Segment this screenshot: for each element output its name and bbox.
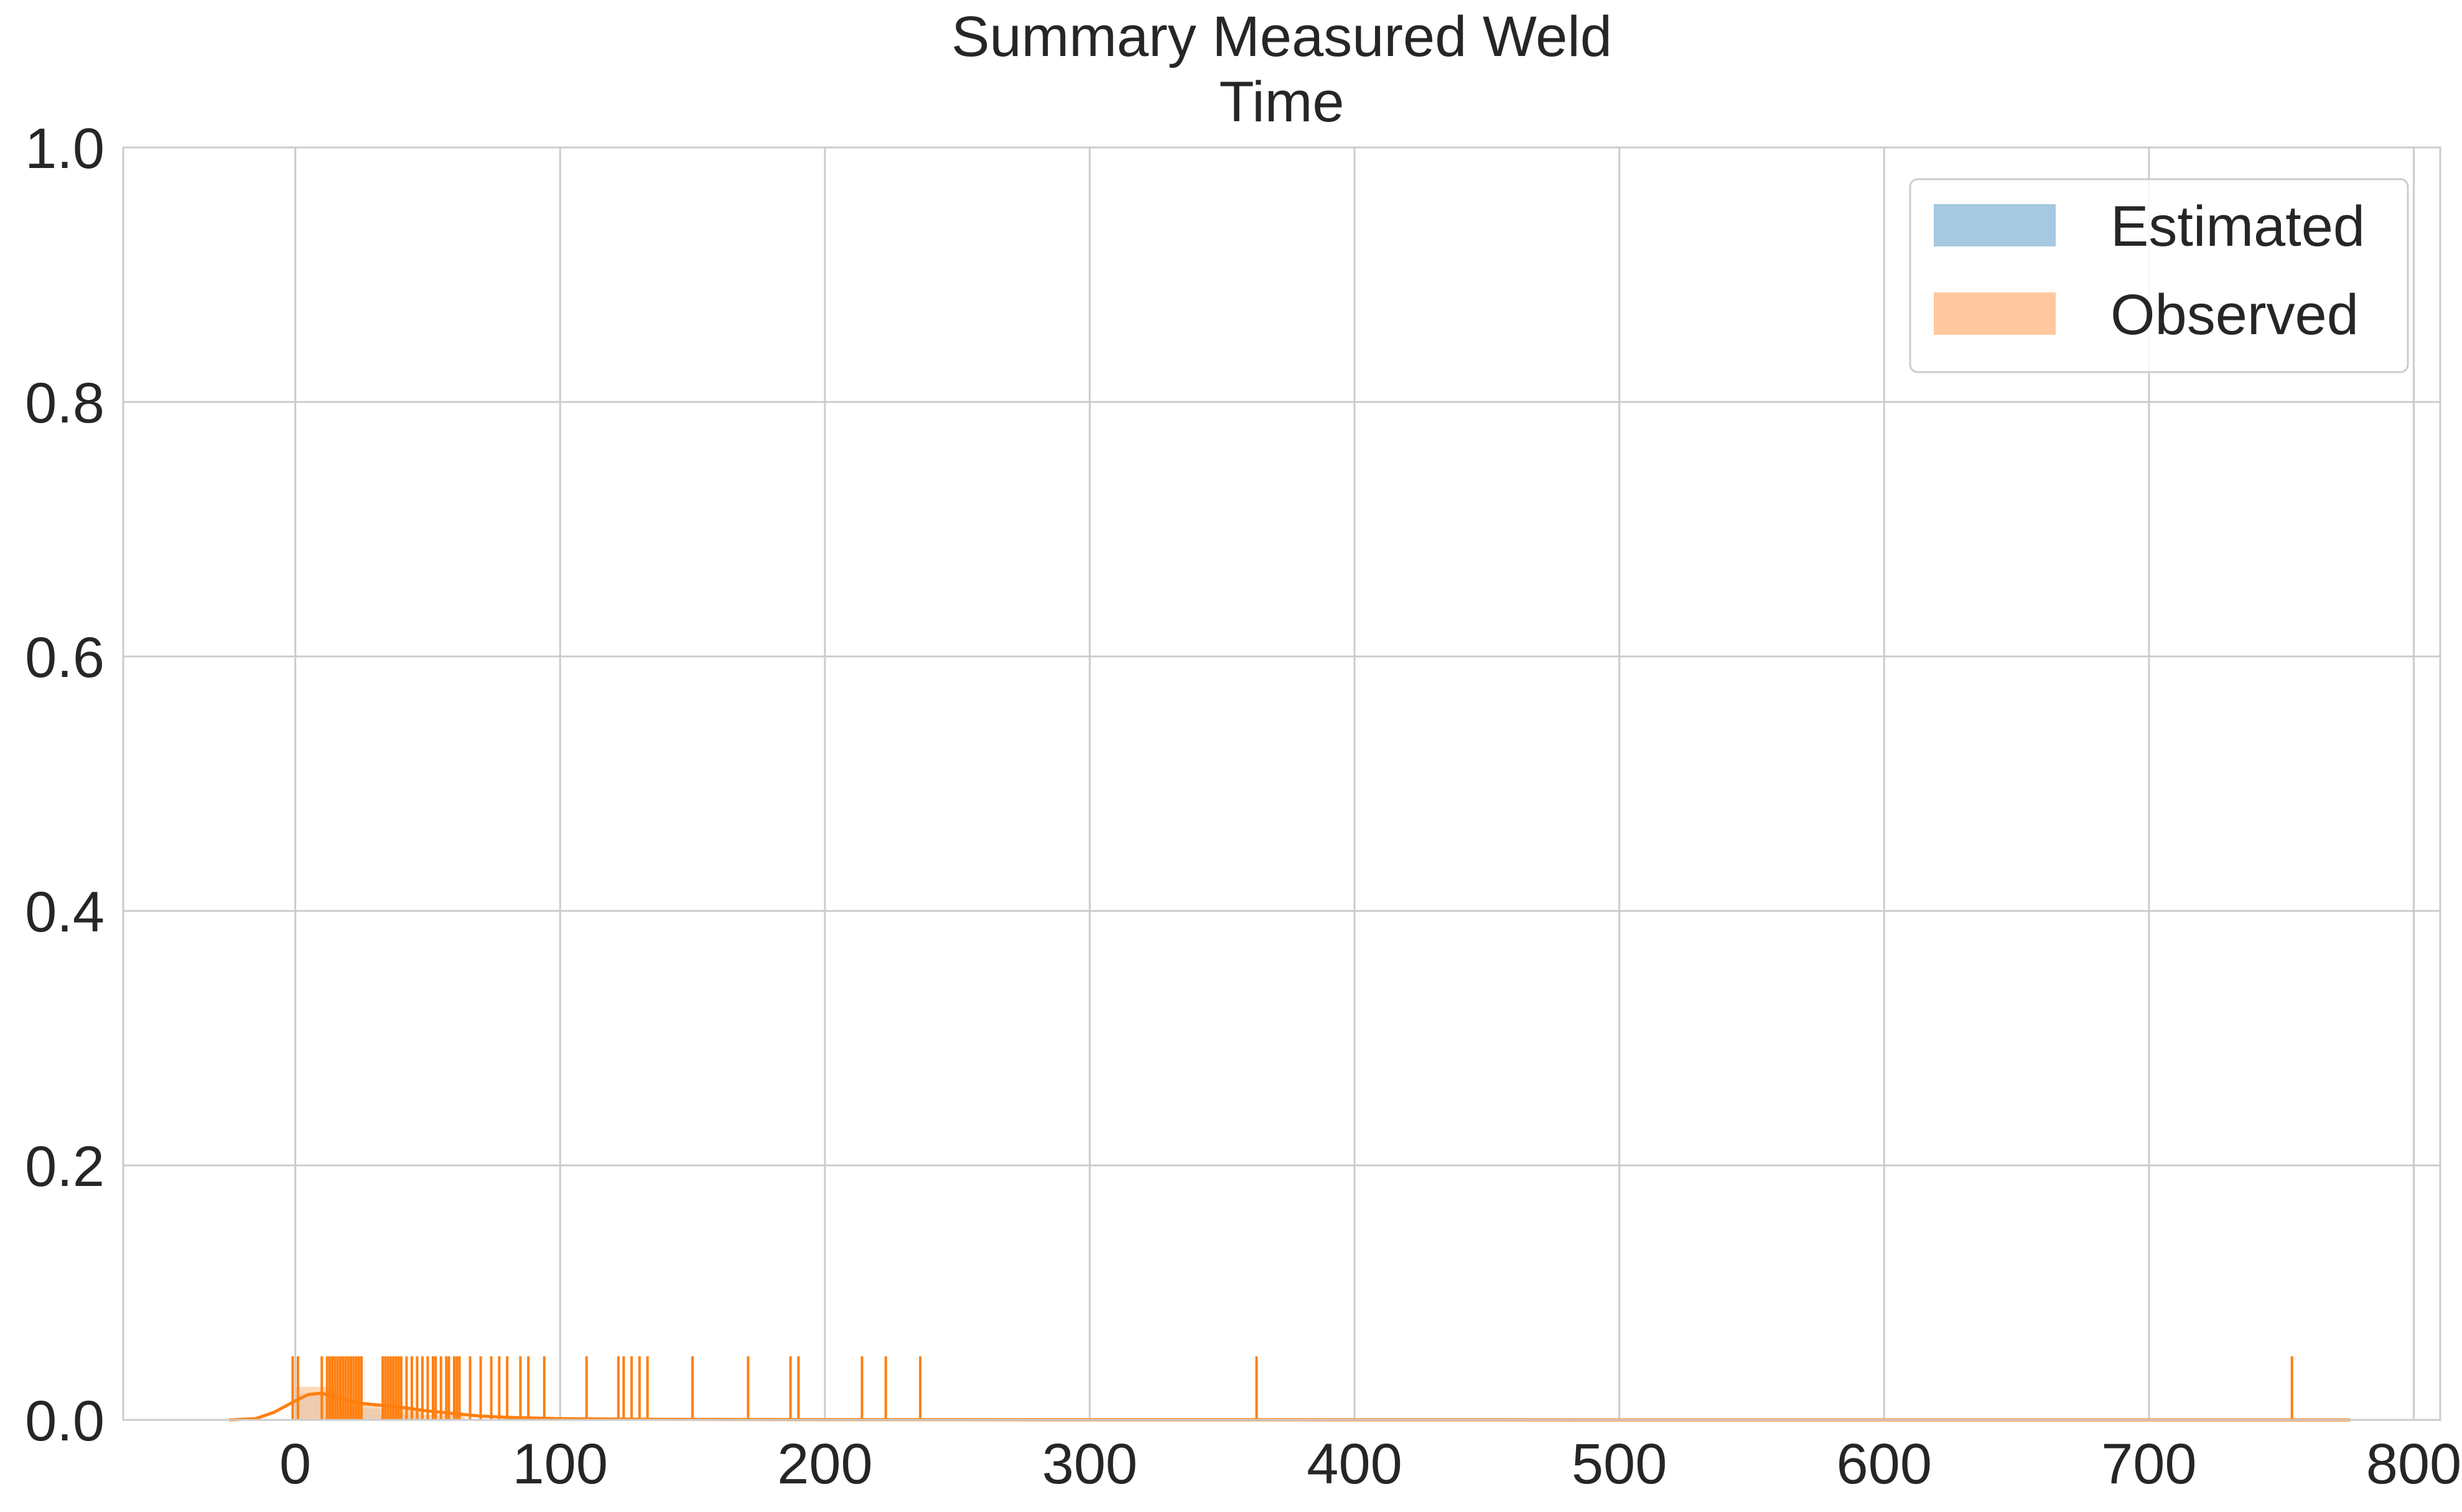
- x-tick-label-3: 300: [1042, 1432, 1138, 1496]
- legend-label-estimated: Estimated: [2110, 195, 2365, 258]
- hist-bar-observed-3: [422, 1414, 465, 1420]
- chart-title-line-1: Summary Measured Weld: [951, 5, 1612, 68]
- y-axis-tick-labels: 0.0 0.2 0.4 0.6 0.8 1.0: [25, 117, 105, 1453]
- y-tick-label-4: 0.8: [25, 371, 105, 435]
- grid-lines: [123, 147, 2440, 1420]
- x-tick-label-5: 500: [1572, 1432, 1667, 1496]
- x-tick-label-0: 0: [279, 1432, 311, 1496]
- x-tick-label-2: 200: [777, 1432, 873, 1496]
- y-tick-label-0: 0.0: [25, 1389, 105, 1453]
- x-tick-label-8: 800: [2366, 1432, 2462, 1496]
- chart-title-line-2: Time: [1219, 70, 1344, 134]
- y-tick-label-5: 1.0: [25, 117, 105, 180]
- legend-swatch-observed: [1934, 292, 2056, 335]
- y-tick-label-3: 0.6: [25, 626, 105, 689]
- x-tick-label-7: 700: [2101, 1432, 2197, 1496]
- legend-label-observed: Observed: [2110, 283, 2359, 347]
- x-axis-tick-labels: 0 100 200 300 400 500 600 700 800: [279, 1432, 2461, 1496]
- legend-swatch-estimated: [1934, 204, 2056, 246]
- rug-marks: [291, 1356, 2293, 1420]
- y-tick-label-1: 0.2: [25, 1135, 105, 1198]
- legend: Estimated Observed: [1909, 178, 2409, 373]
- y-tick-label-2: 0.4: [25, 880, 105, 944]
- x-tick-label-6: 600: [1836, 1432, 1932, 1496]
- x-tick-label-1: 100: [512, 1432, 608, 1496]
- plot-frame: [122, 146, 2441, 1421]
- x-tick-label-4: 400: [1307, 1432, 1402, 1496]
